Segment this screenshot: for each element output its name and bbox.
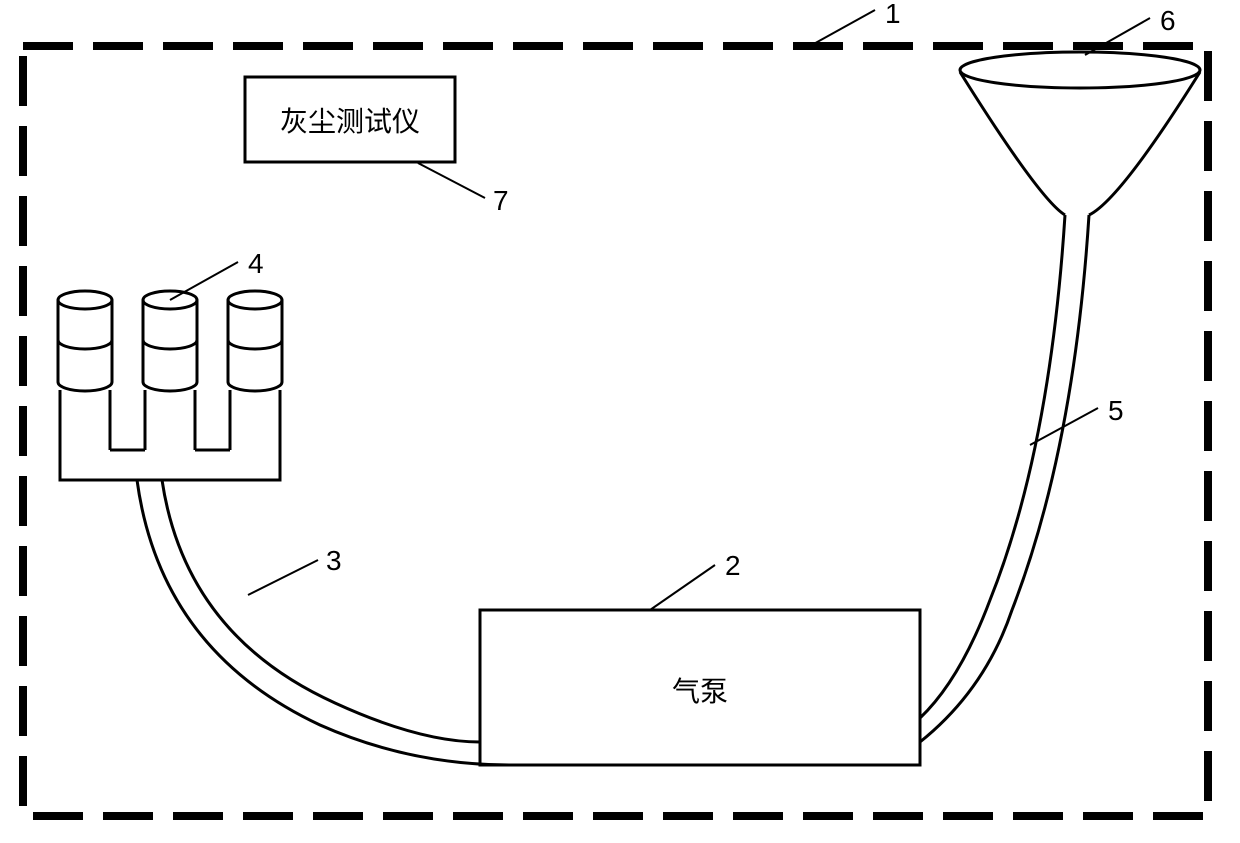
air-pump-label: 气泵 — [480, 670, 920, 710]
tube-right-outer — [920, 215, 1065, 718]
label-2: 2 — [725, 550, 741, 582]
leader-3 — [248, 560, 318, 595]
funnel-top — [960, 52, 1200, 88]
leader-1 — [810, 10, 875, 46]
schematic-diagram: 灰尘测试仪 气泵 1 2 3 4 5 6 7 — [0, 0, 1240, 838]
tube-right-inner — [920, 215, 1089, 742]
label-6: 6 — [1160, 5, 1176, 37]
leader-2 — [650, 565, 715, 610]
label-5: 5 — [1108, 395, 1124, 427]
funnel-right-side — [1089, 72, 1200, 215]
nozzle-2 — [110, 291, 230, 450]
leader-4 — [170, 262, 238, 300]
diagram-svg — [0, 0, 1240, 838]
leader-7 — [418, 163, 485, 198]
label-7: 7 — [493, 185, 509, 217]
nozzle-1 — [58, 291, 112, 450]
dust-tester-label: 灰尘测试仪 — [245, 100, 455, 140]
tube-left-inner — [162, 480, 480, 742]
manifold-base — [60, 450, 280, 480]
label-3: 3 — [326, 545, 342, 577]
nozzle-3 — [228, 291, 282, 450]
funnel-left-side — [960, 72, 1065, 215]
tube-left-outer — [137, 480, 510, 765]
label-4: 4 — [248, 248, 264, 280]
label-1: 1 — [885, 0, 901, 30]
